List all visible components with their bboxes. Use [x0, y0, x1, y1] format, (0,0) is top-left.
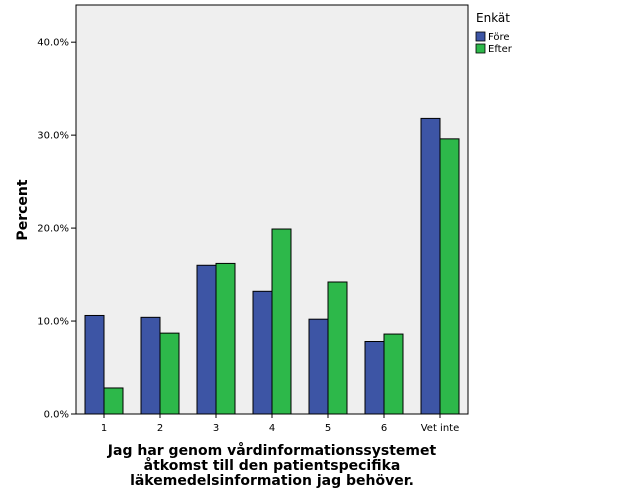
bar-fore-5 [308, 318, 329, 415]
x-tick-label: 2 [157, 423, 163, 434]
bar-fore-2 [140, 316, 161, 415]
bar-fore-6 [364, 340, 385, 415]
x-axis-title-line-3: läkemedelsinformation jag behöver. [130, 473, 414, 489]
bar-fore-4 [252, 290, 273, 415]
legend-title: Enkät [476, 11, 510, 25]
y-tick-label: 0.0% [44, 410, 69, 421]
x-tick-label: 4 [269, 423, 275, 434]
bar-efter-5 [327, 281, 348, 415]
y-tick-label: 40.0% [37, 38, 69, 49]
x-tick-label: 5 [325, 423, 331, 434]
x-tick-label: 6 [381, 423, 387, 434]
y-tick-label: 30.0% [37, 131, 69, 142]
y-tick-label: 10.0% [37, 317, 69, 328]
x-tick-label: 3 [213, 423, 219, 434]
legend-swatch-fore [475, 31, 486, 42]
bar-efter-1 [103, 387, 124, 415]
y-axis-title: Percent [15, 179, 31, 240]
bar-efter-6 [383, 333, 404, 415]
bar-fore-3 [196, 264, 217, 415]
bars-group [84, 117, 460, 415]
y-tick-label: 20.0% [37, 224, 69, 235]
x-axis-title: Jag har genom vårdinformationssystemet å… [107, 442, 437, 489]
legend-label-efter: Efter [488, 44, 513, 55]
x-tick-label: 1 [101, 423, 107, 434]
bar-fore-7 [420, 117, 441, 415]
bar-efter-2 [159, 332, 180, 415]
bar-efter-4 [271, 228, 292, 415]
legend: Enkät Före Efter [475, 11, 513, 55]
x-axis-title-line-1: Jag har genom vårdinformationssystemet [107, 442, 437, 459]
x-axis: 1 2 3 4 5 6 Vet inte [101, 414, 459, 434]
legend-swatch-efter [475, 43, 486, 54]
x-axis-title-line-2: åtkomst till den patientspecifika [144, 457, 401, 474]
y-axis: 0.0% 10.0% 20.0% 30.0% 40.0% [37, 38, 76, 421]
legend-label-fore: Före [488, 32, 510, 43]
bar-fore-1 [84, 314, 105, 415]
x-tick-label: Vet inte [421, 423, 460, 434]
bar-efter-3 [215, 262, 236, 415]
bar-efter-7 [439, 138, 460, 415]
